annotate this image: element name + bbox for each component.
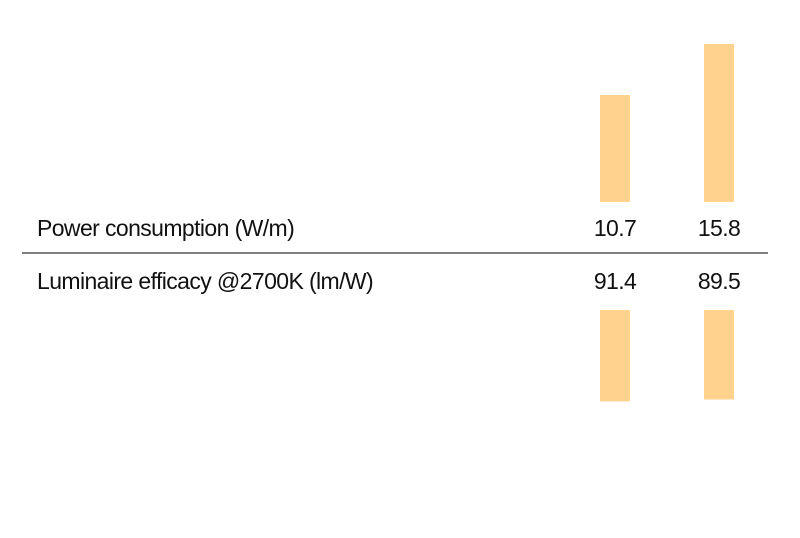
bar <box>600 310 630 402</box>
value-label: 15.8 <box>698 215 740 241</box>
bar <box>704 44 734 202</box>
row-label: Luminaire efficacy @2700K (lm/W) <box>37 268 373 294</box>
row-label: Power consumption (W/m) <box>37 215 294 241</box>
bar <box>704 310 734 400</box>
value-label: 91.4 <box>594 268 637 294</box>
bar <box>600 95 630 202</box>
value-label: 10.7 <box>594 215 636 241</box>
value-label: 89.5 <box>698 268 740 294</box>
